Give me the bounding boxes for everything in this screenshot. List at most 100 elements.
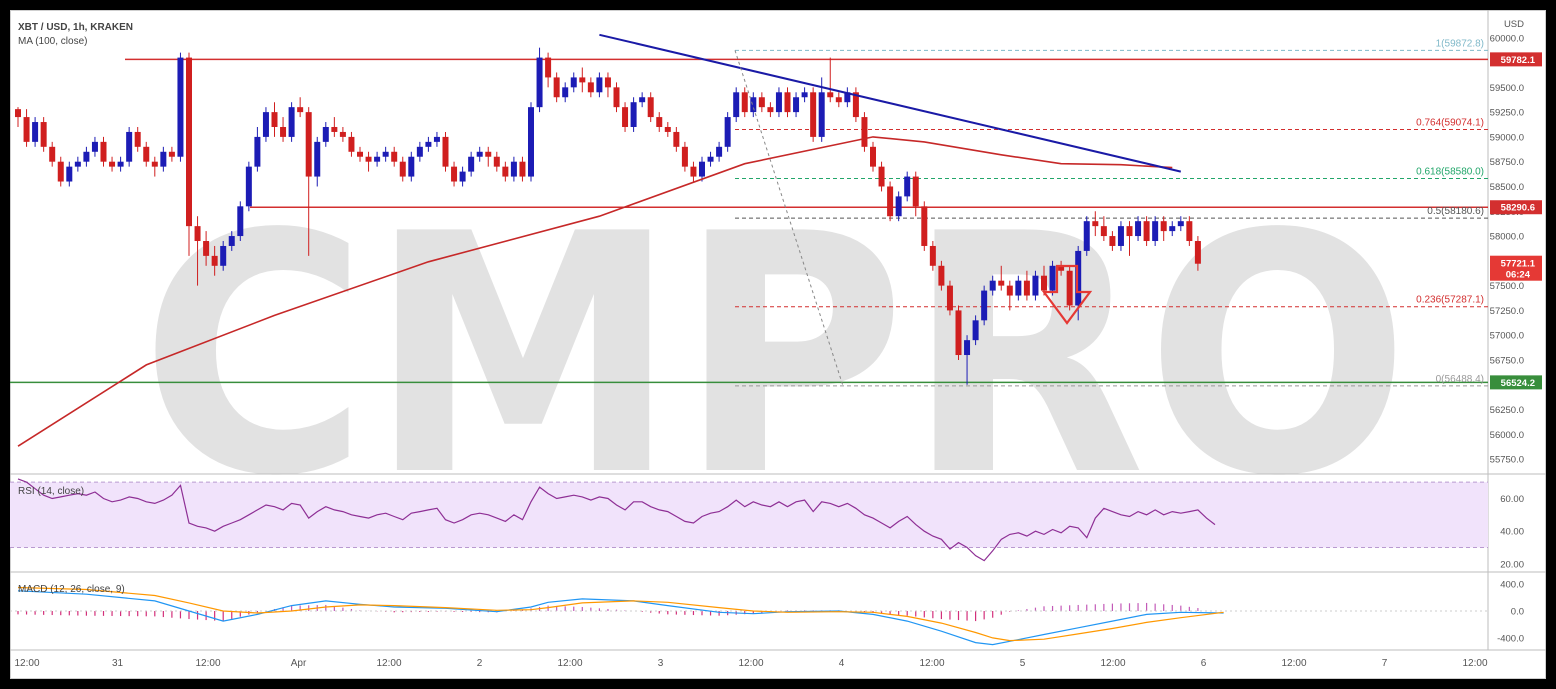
candle-body xyxy=(485,151,492,157)
price-tag: 58290.6 xyxy=(1501,203,1535,214)
candle-body xyxy=(83,151,90,162)
candle-body xyxy=(314,141,321,177)
price-tick: 59250.0 xyxy=(1490,108,1524,119)
candle-body xyxy=(40,122,47,147)
candle-body xyxy=(1169,226,1176,232)
rsi-band xyxy=(10,482,1488,548)
candle-body xyxy=(126,131,133,162)
candle-body xyxy=(459,171,466,182)
candle-body xyxy=(109,161,116,167)
candle-body xyxy=(57,161,64,182)
candle-body xyxy=(861,117,868,147)
macd-axis: 400.0 0.0 -400.0 xyxy=(1497,580,1524,645)
candle-body xyxy=(724,117,731,147)
macd-legend: MACD (12, 26, close, 9) xyxy=(18,584,125,595)
candle-body xyxy=(536,57,543,108)
candle-body xyxy=(262,112,269,137)
price-tick: 58750.0 xyxy=(1490,157,1524,168)
candle-body xyxy=(835,97,842,103)
candle-body xyxy=(946,285,953,311)
candle-body xyxy=(399,161,406,177)
time-tick: 12:00 xyxy=(919,658,944,669)
candle-body xyxy=(699,161,705,177)
candle-body xyxy=(203,241,210,256)
chart-canvas[interactable]: CMPRO 1(59872.8)0.764(59074.1)0.618(5858… xyxy=(10,10,1546,679)
candle-body xyxy=(280,126,287,137)
candle-body xyxy=(1032,275,1039,296)
candle-body xyxy=(553,77,560,98)
time-axis: 12:00 31 12:00 Apr 12:00 2 12:00 3 12:00 4 12:00 5 1… xyxy=(14,658,1487,669)
candle-body xyxy=(194,226,201,242)
macd-tick: 400.0 xyxy=(1500,580,1524,591)
candle-body xyxy=(391,151,398,162)
candle-body xyxy=(528,107,534,177)
candle-body xyxy=(1100,226,1107,237)
candle-body xyxy=(151,161,158,167)
time-tick: 12:00 xyxy=(195,658,220,669)
down-arrow-annotation xyxy=(1041,264,1093,325)
candle-body xyxy=(186,57,192,227)
time-tick: 5 xyxy=(1020,658,1026,669)
ma100-line xyxy=(17,136,1173,447)
candle-body xyxy=(887,186,894,217)
candle-body xyxy=(91,141,98,152)
candle-body xyxy=(348,136,355,152)
fib-label: 0.764(59074.1) xyxy=(1416,118,1484,129)
candle-body xyxy=(468,156,475,172)
current-price-tag-bg xyxy=(1490,255,1542,281)
candle-body xyxy=(587,82,594,93)
candle-body xyxy=(288,107,295,137)
horizontal-levels xyxy=(10,58,1488,384)
candle-body xyxy=(442,136,449,167)
price-tick: 55750.0 xyxy=(1490,455,1524,466)
candle-body xyxy=(912,176,919,207)
candle-body xyxy=(570,77,577,88)
candle-body xyxy=(1066,270,1073,306)
time-tick: 12:00 xyxy=(1100,658,1125,669)
candle-body xyxy=(1041,275,1047,291)
time-tick: 12:00 xyxy=(1462,658,1487,669)
candle-body xyxy=(168,151,175,157)
candle-body xyxy=(23,117,30,142)
rsi-tick: 60.00 xyxy=(1500,494,1524,505)
price-tag: 56524.2 xyxy=(1501,378,1535,389)
price-tick: 56750.0 xyxy=(1490,355,1524,366)
candle-body xyxy=(741,92,748,113)
candle-body xyxy=(921,206,928,246)
candle-body xyxy=(510,161,517,177)
price-tick: 59000.0 xyxy=(1490,132,1524,143)
candle-body xyxy=(15,109,21,118)
rsi-axis: 60.00 40.00 20.00 xyxy=(1500,494,1524,570)
rsi-line xyxy=(17,478,1216,562)
candle-body xyxy=(733,92,740,118)
time-tick: 3 xyxy=(658,658,664,669)
countdown-tag: 06:24 xyxy=(1506,270,1531,281)
candle-body xyxy=(1049,265,1056,291)
candle-body xyxy=(519,161,526,177)
price-tick: 57000.0 xyxy=(1490,331,1524,342)
candle-body xyxy=(74,161,81,167)
candle-body xyxy=(1135,221,1142,237)
current-price-tag: 57721.1 xyxy=(1501,259,1536,270)
time-tick: 6 xyxy=(1201,658,1207,669)
candle-body xyxy=(844,92,851,103)
candle-body xyxy=(972,320,979,341)
candle-body xyxy=(622,107,629,127)
candle-body xyxy=(493,156,500,167)
time-tick: 12:00 xyxy=(738,658,763,669)
candle-body xyxy=(1177,221,1184,227)
candle-body xyxy=(690,166,697,177)
candle-body xyxy=(117,161,124,167)
candle-body xyxy=(49,146,56,162)
downtrend-line xyxy=(599,33,1182,173)
candle-body xyxy=(750,97,757,113)
candle-body xyxy=(476,151,483,157)
candle-body xyxy=(613,87,620,108)
candle-body xyxy=(451,166,458,182)
candle-body xyxy=(134,131,141,147)
candle-body xyxy=(177,57,184,157)
candle-body xyxy=(339,131,346,137)
candle-body xyxy=(775,92,782,113)
candle-body xyxy=(998,280,1005,286)
candle-body xyxy=(1186,221,1193,242)
